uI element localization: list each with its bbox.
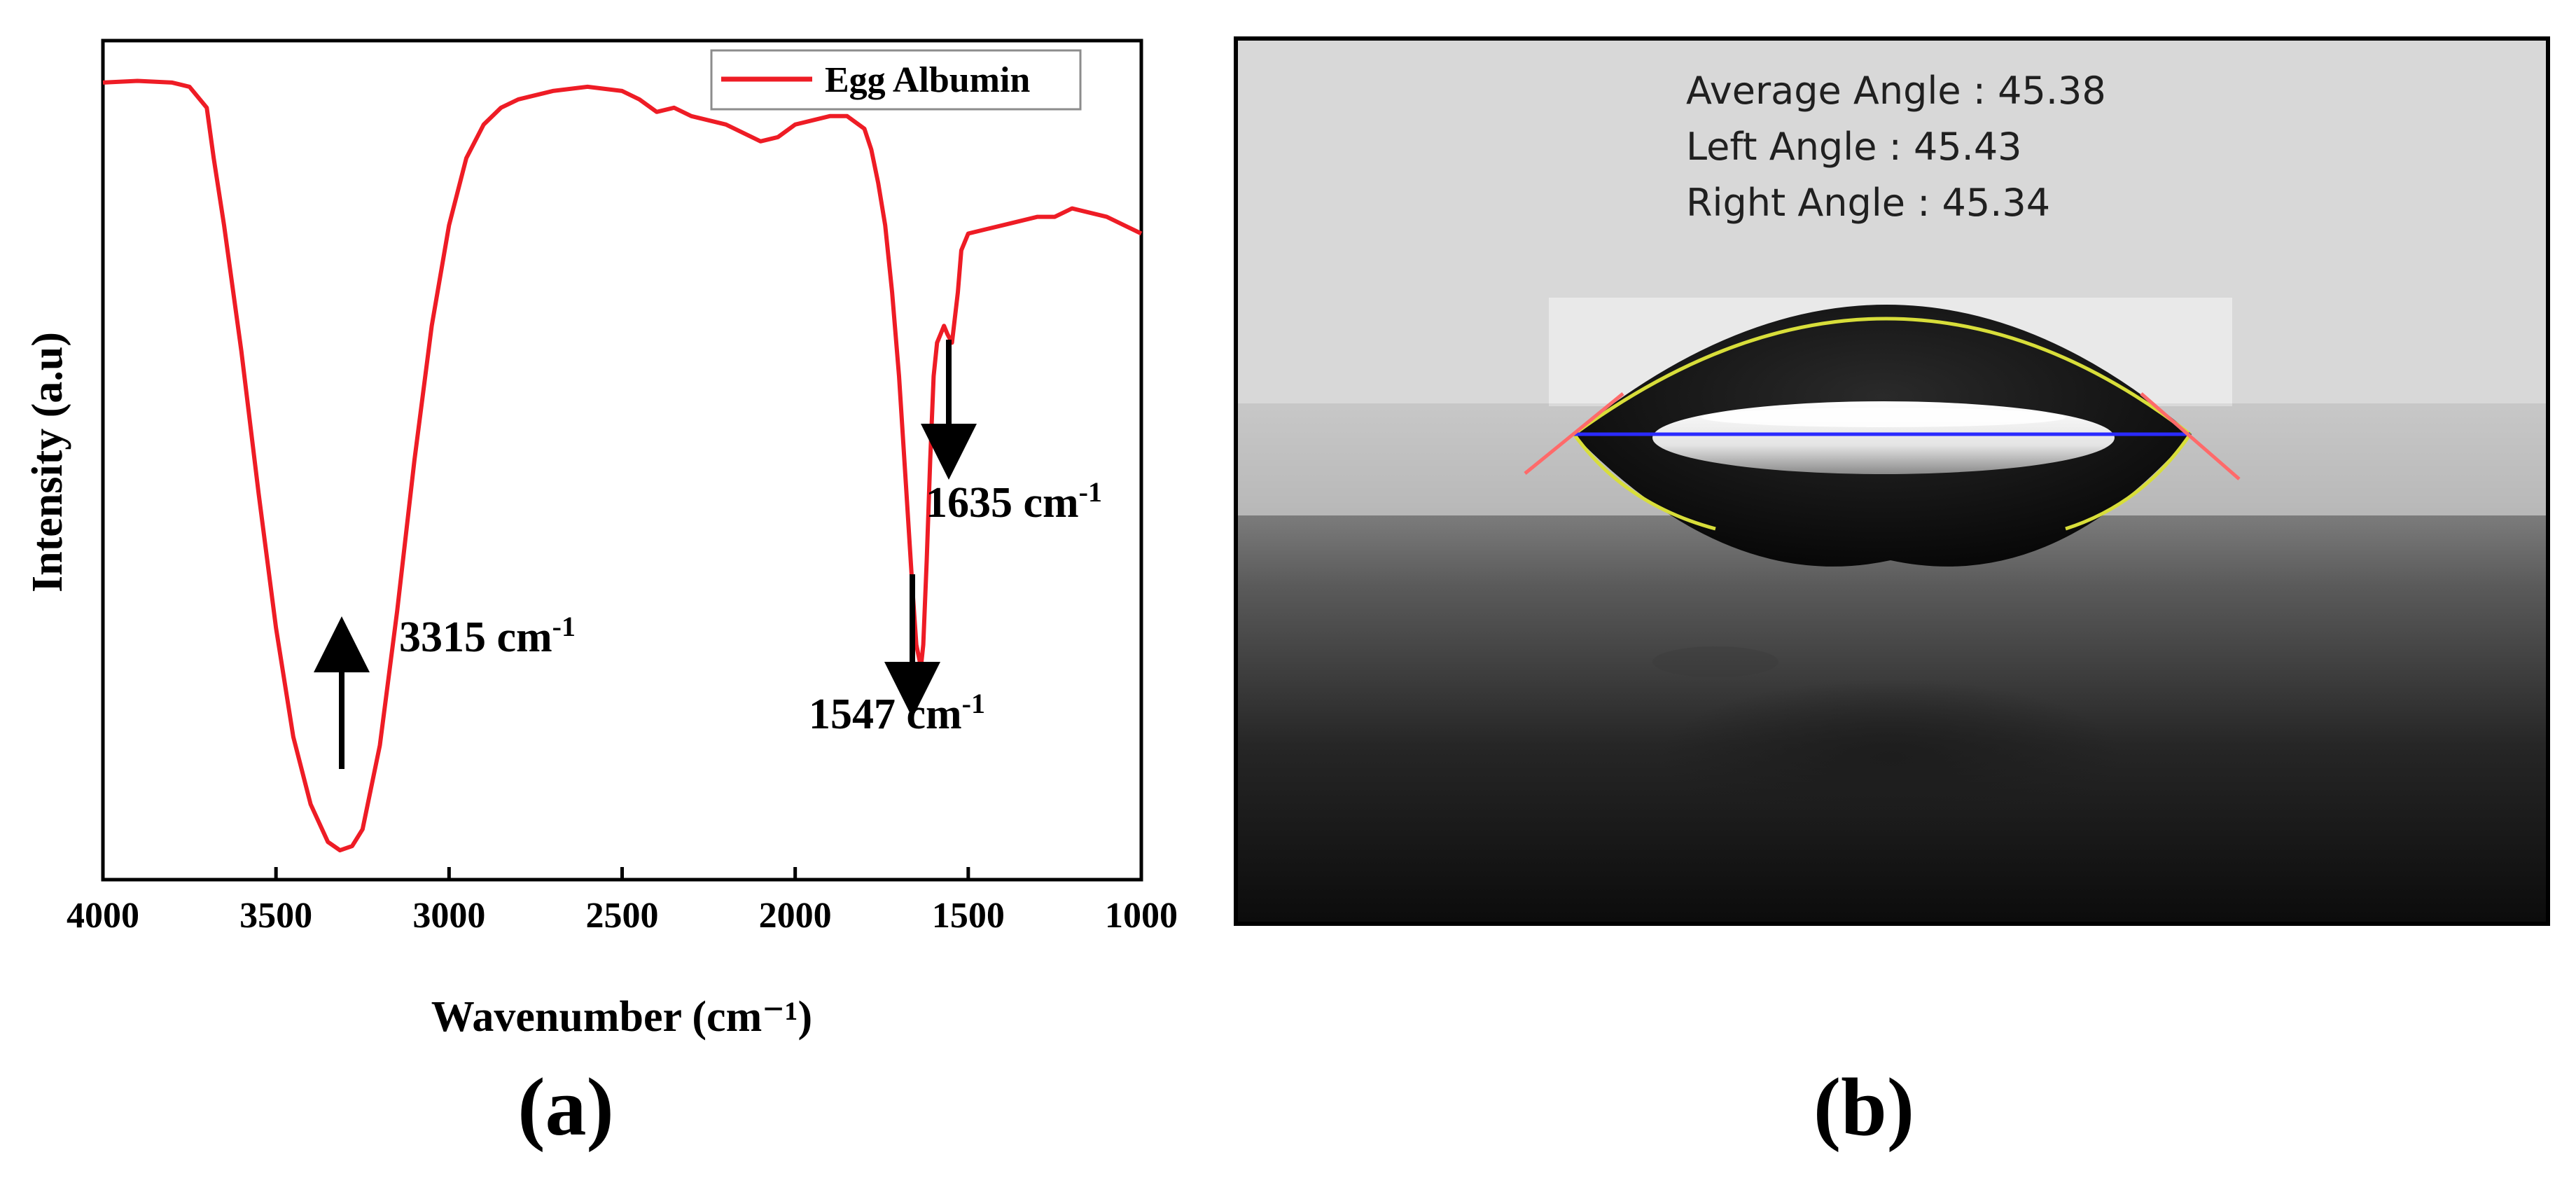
legend: Egg Albumin bbox=[710, 49, 1082, 111]
panel-a-caption: (a) bbox=[517, 1061, 614, 1153]
egg-albumin-series-line bbox=[102, 78, 1143, 853]
plot-frame bbox=[101, 39, 1143, 882]
x-tick-label: 4000 bbox=[67, 896, 139, 936]
droplet-highlight-core bbox=[1701, 408, 2066, 427]
substrate-spot bbox=[1652, 646, 1778, 677]
x-tick-label: 1500 bbox=[932, 896, 1005, 936]
peak-label-1635: 1635 cm-1 bbox=[926, 476, 1102, 527]
x-tick-label: 1000 bbox=[1105, 896, 1178, 936]
x-axis-ticks bbox=[101, 867, 1143, 880]
ftir-panel: 4000 3500 3000 2500 2000 1500 1000 Egg Albumin… bbox=[24, 39, 1178, 1153]
panel-b-caption: (b) bbox=[1813, 1061, 1914, 1153]
drop-profile-fit-top bbox=[1573, 317, 2192, 436]
x-tick-label: 3500 bbox=[239, 896, 312, 936]
drop-reflection bbox=[1659, 679, 2122, 833]
peak-arrows bbox=[314, 340, 977, 769]
x-axis-title: Wavenumber (cm⁻¹) bbox=[431, 993, 812, 1041]
legend-box bbox=[710, 49, 1082, 111]
average-angle-text: Average Angle : 45.38 bbox=[1686, 69, 2106, 113]
legend-label: Egg Albumin bbox=[825, 60, 1030, 100]
peak-label-1547: 1547 cm-1 bbox=[809, 688, 985, 739]
y-axis-title: Intensity (a.u) bbox=[24, 332, 71, 593]
left-tangent-line bbox=[1524, 392, 1624, 475]
right-angle-text: Right Angle : 45.34 bbox=[1686, 181, 2050, 225]
drop-profile-fit-left bbox=[1572, 433, 1716, 531]
angle-readouts: Average Angle : 45.38 Left Angle : 45.43… bbox=[1686, 69, 2106, 225]
left-angle-text: Left Angle : 45.43 bbox=[1686, 125, 2022, 169]
contact-angle-panel: Average Angle : 45.38 Left Angle : 45.43… bbox=[1234, 36, 2550, 1153]
right-tangent-line bbox=[2140, 392, 2241, 480]
x-tick-label: 2500 bbox=[586, 896, 659, 936]
contact-angle-photo bbox=[1238, 41, 2546, 922]
x-tick-label: 2000 bbox=[759, 896, 832, 936]
x-tick-label: 3000 bbox=[412, 896, 485, 936]
x-axis-tick-labels: 4000 3500 3000 2500 2000 1500 1000 bbox=[67, 896, 1178, 936]
drop-profile-fit-right bbox=[2065, 433, 2192, 531]
peak-label-3315: 3315 cm-1 bbox=[399, 611, 576, 662]
